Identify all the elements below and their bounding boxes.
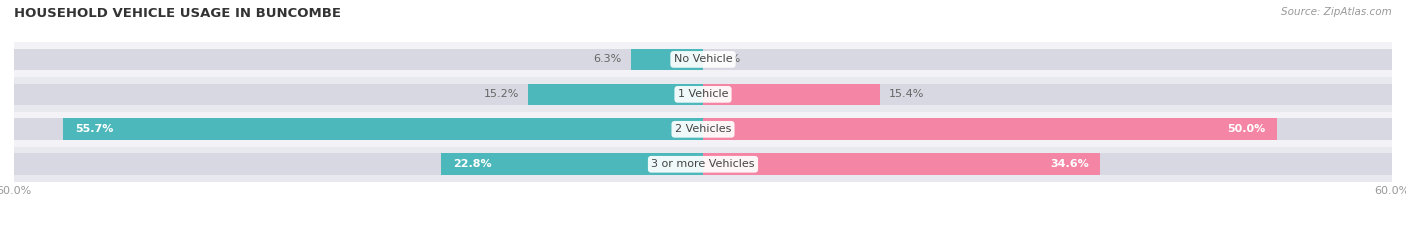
Text: 55.7%: 55.7% (75, 124, 114, 134)
Bar (703, 118, 1277, 140)
Bar (14, 77, 1392, 112)
Bar (703, 83, 1392, 105)
Text: 6.3%: 6.3% (593, 55, 621, 64)
Text: 34.6%: 34.6% (1050, 159, 1088, 169)
Bar (703, 153, 1392, 175)
Bar (14, 83, 703, 105)
Text: No Vehicle: No Vehicle (673, 55, 733, 64)
Bar (14, 153, 703, 175)
Bar (441, 153, 703, 175)
Bar (703, 83, 880, 105)
Bar (703, 49, 1392, 70)
Bar (14, 49, 703, 70)
Bar (631, 49, 703, 70)
Bar (63, 118, 703, 140)
Text: 15.2%: 15.2% (484, 89, 519, 99)
Text: Source: ZipAtlas.com: Source: ZipAtlas.com (1281, 7, 1392, 17)
Text: 3 or more Vehicles: 3 or more Vehicles (651, 159, 755, 169)
Bar (529, 83, 703, 105)
Bar (14, 42, 1392, 77)
Text: 15.4%: 15.4% (889, 89, 924, 99)
Bar (703, 118, 1392, 140)
Text: 50.0%: 50.0% (1227, 124, 1265, 134)
Text: 1 Vehicle: 1 Vehicle (678, 89, 728, 99)
Text: 2 Vehicles: 2 Vehicles (675, 124, 731, 134)
Bar (14, 118, 703, 140)
Text: HOUSEHOLD VEHICLE USAGE IN BUNCOMBE: HOUSEHOLD VEHICLE USAGE IN BUNCOMBE (14, 7, 342, 20)
Text: 0.0%: 0.0% (713, 55, 741, 64)
Text: 22.8%: 22.8% (453, 159, 491, 169)
Bar (703, 153, 1101, 175)
Bar (14, 147, 1392, 182)
Bar (14, 112, 1392, 147)
